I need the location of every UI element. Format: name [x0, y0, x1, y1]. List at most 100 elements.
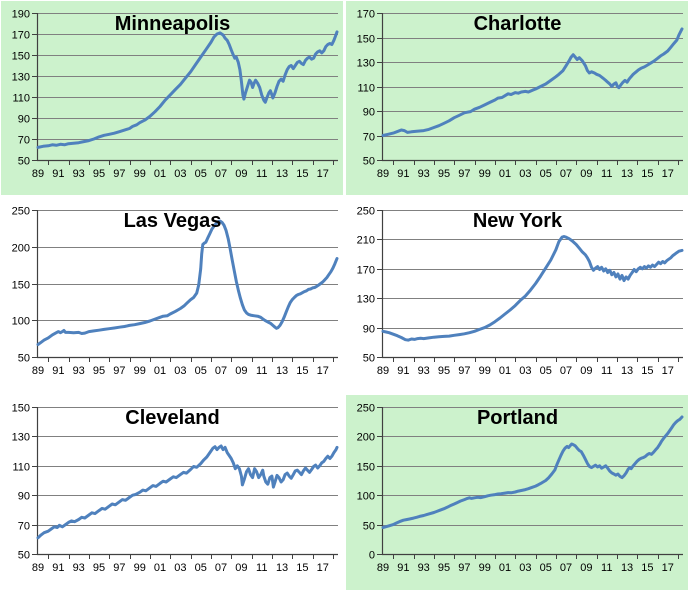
y-tick-label: 170	[357, 9, 375, 21]
x-tick-label: 03	[519, 562, 531, 574]
x-tick-label: 89	[377, 562, 389, 574]
x-tick-label: 97	[113, 365, 125, 377]
x-tick-label: 05	[195, 168, 207, 180]
x-tick-label: 09	[580, 562, 592, 574]
price-index-line	[36, 219, 339, 346]
chart-panel-portland: 0 50 100 150 200 250 89 91 93 95 97 99 01 03 05 07 09 11 1…	[345, 394, 690, 592]
x-tick-label: 05	[195, 562, 207, 574]
x-tick-label: 89	[377, 168, 389, 180]
x-tick-label: 17	[662, 168, 674, 180]
x-tick-label: 93	[418, 562, 430, 574]
x-tick-label: 17	[662, 365, 674, 377]
y-tick-label: 200	[12, 243, 30, 255]
x-tick-label: 01	[499, 168, 511, 180]
x-tick-label: 07	[560, 168, 572, 180]
y-tick-label: 170	[12, 30, 30, 42]
y-tick-label: 110	[12, 462, 30, 474]
chart-title: Las Vegas	[124, 210, 222, 232]
x-tick-label: 11	[256, 168, 267, 180]
x-tick-label: 11	[256, 562, 267, 574]
chart-panel-charlotte: 50 70 90 110 130 150 170 89 91 93 95 97 99 01 03 05 07 09…	[345, 0, 690, 197]
chart-cleveland: 50 70 90 110 130 150 89 91 93 95 97 99 01 03 05 07 09 11 1…	[1, 395, 343, 590]
x-tick-label: 11	[601, 365, 612, 377]
price-index-line	[381, 27, 684, 137]
y-tick-label: 70	[18, 521, 30, 533]
y-tick-label: 130	[12, 432, 30, 444]
chart-title: Cleveland	[125, 407, 219, 429]
y-tick-label: 70	[18, 135, 30, 147]
price-index-line	[36, 30, 339, 149]
x-tick-label: 99	[479, 168, 491, 180]
x-tick-label: 17	[317, 168, 329, 180]
chart-title: New York	[473, 210, 563, 232]
x-tick-label: 93	[418, 168, 430, 180]
x-tick-label: 15	[296, 168, 308, 180]
x-tick-label: 13	[621, 168, 633, 180]
y-tick-label: 150	[12, 403, 30, 415]
x-tick-label: 15	[296, 365, 308, 377]
x-tick-label: 95	[93, 168, 105, 180]
chart-panel-cleveland: 50 70 90 110 130 150 89 91 93 95 97 99 01 03 05 07 09 11 1…	[0, 394, 345, 592]
x-tick-label: 97	[113, 562, 125, 574]
chart-portland: 0 50 100 150 200 250 89 91 93 95 97 99 01 03 05 07 09 11 1…	[346, 395, 688, 590]
x-tick-label: 13	[621, 365, 633, 377]
x-tick-label: 95	[93, 365, 105, 377]
x-tick-label: 07	[560, 562, 572, 574]
chart-title: Charlotte	[474, 13, 562, 35]
y-tick-label: 150	[357, 462, 375, 474]
x-tick-label: 91	[397, 168, 409, 180]
x-tick-label: 91	[52, 562, 64, 574]
x-tick-label: 17	[317, 562, 329, 574]
y-tick-label: 170	[357, 265, 375, 277]
x-tick-label: 97	[458, 365, 470, 377]
y-tick-label: 110	[12, 93, 30, 105]
plot-background	[1, 198, 343, 392]
price-index-line	[381, 415, 684, 529]
x-tick-label: 13	[276, 168, 288, 180]
y-tick-label: 90	[363, 107, 375, 119]
x-tick-label: 01	[154, 168, 166, 180]
y-tick-label: 50	[18, 156, 30, 168]
plot-background	[346, 198, 688, 392]
price-index-line	[381, 235, 684, 342]
y-tick-label: 150	[357, 34, 375, 46]
y-tick-label: 50	[18, 550, 30, 562]
x-tick-label: 13	[276, 365, 288, 377]
y-tick-label: 70	[363, 132, 375, 144]
y-tick-label: 90	[18, 491, 30, 503]
chart-panel-new-york: 50 90 130 170 210 250 89 91 93 95 97 99 01 03 05 07 09 11…	[345, 197, 690, 394]
x-tick-label: 95	[93, 562, 105, 574]
x-tick-label: 03	[174, 168, 186, 180]
x-tick-label: 05	[540, 168, 552, 180]
y-tick-label: 90	[18, 114, 30, 126]
y-tick-label: 250	[357, 206, 375, 218]
y-tick-label: 250	[357, 403, 375, 415]
x-tick-label: 97	[458, 562, 470, 574]
chart-panel-minneapolis: 50 70 90 110 130 150 170 190 89 91 93 95 97 99 01 03 05 0…	[0, 0, 345, 197]
x-tick-label: 91	[52, 168, 64, 180]
y-tick-label: 130	[357, 294, 375, 306]
x-tick-label: 07	[560, 365, 572, 377]
x-tick-label: 09	[235, 365, 247, 377]
x-tick-label: 01	[499, 562, 511, 574]
x-tick-label: 99	[479, 365, 491, 377]
x-tick-label: 07	[215, 168, 227, 180]
y-tick-label: 90	[363, 324, 375, 336]
x-tick-label: 11	[256, 365, 267, 377]
y-tick-label: 190	[12, 9, 30, 21]
x-tick-label: 97	[458, 168, 470, 180]
x-tick-label: 05	[540, 365, 552, 377]
x-tick-label: 09	[580, 365, 592, 377]
x-tick-label: 15	[641, 562, 653, 574]
x-tick-label: 15	[296, 562, 308, 574]
x-tick-label: 95	[438, 365, 450, 377]
x-tick-label: 89	[32, 562, 44, 574]
price-index-line	[36, 444, 339, 540]
x-tick-label: 91	[397, 562, 409, 574]
x-tick-label: 05	[540, 562, 552, 574]
x-tick-label: 17	[317, 365, 329, 377]
chart-minneapolis: 50 70 90 110 130 150 170 190 89 91 93 95 97 99 01 03 05 0…	[1, 1, 343, 195]
x-tick-label: 03	[174, 365, 186, 377]
y-tick-label: 50	[363, 156, 375, 168]
